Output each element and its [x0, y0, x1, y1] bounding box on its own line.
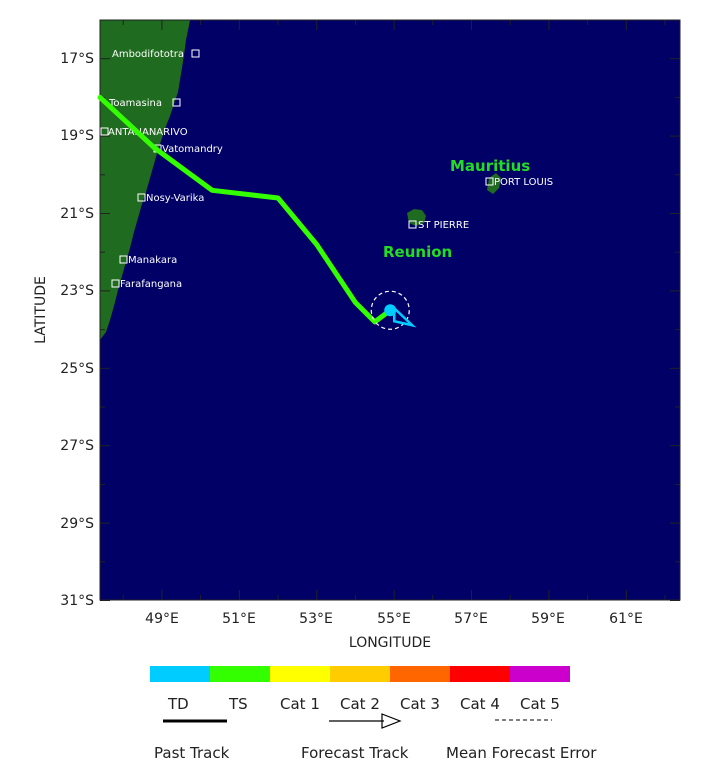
city-label-farafangana: Farafangana: [120, 279, 182, 290]
city-marker: [119, 255, 128, 264]
lat-tick-labels: 17°S 19°S 21°S 23°S 25°S 27°S 29°S 31°S: [60, 51, 94, 609]
city-marker: [137, 193, 146, 202]
lat-tick-label: 17°S: [60, 51, 94, 67]
city-marker: [111, 279, 120, 288]
city-marker: [172, 98, 181, 107]
color-bar-segment: [330, 666, 390, 682]
color-bar-segment: [210, 666, 270, 682]
color-bar-segment: [270, 666, 330, 682]
city-label-ambodifototra: Ambodifototra: [112, 49, 184, 60]
city-marker: [100, 127, 109, 136]
lat-tick-label: 23°S: [60, 283, 94, 299]
mean-forecast-error-circle: [370, 290, 410, 330]
legend-label-cat4: Cat 4: [460, 695, 500, 713]
legend-label-td: TD: [168, 695, 189, 713]
x-axis-label: LONGITUDE: [349, 635, 431, 651]
city-label-toamasina: Toamasina: [108, 98, 162, 109]
city-label-port-louis: PORT LOUIS: [494, 177, 553, 188]
city-marker: [191, 49, 200, 58]
island-label-reunion: Reunion: [383, 243, 452, 261]
legend-label-cat2: Cat 2: [340, 695, 380, 713]
legend-mean-error-label: Mean Forecast Error: [446, 744, 597, 762]
lon-tick-label: 55°E: [377, 611, 411, 627]
lon-tick-label: 53°E: [299, 611, 333, 627]
city-label-st-pierre: ST PIERRE: [418, 220, 469, 231]
lon-tick-label: 57°E: [454, 611, 488, 627]
map-frame: [99, 19, 681, 601]
city-markers: [100, 49, 494, 288]
lon-tick-label: 49°E: [145, 611, 179, 627]
lat-tick-label: 31°S: [60, 593, 94, 609]
lat-tick-label: 27°S: [60, 438, 94, 454]
legend-label-cat5: Cat 5: [520, 695, 560, 713]
forecast-arrow-icon: [393, 305, 417, 328]
city-label-antananarivo: ANTANANARIVO: [108, 127, 188, 138]
lat-tick-label: 21°S: [60, 206, 94, 222]
color-bar-segment: [450, 666, 510, 682]
city-marker: [485, 177, 494, 186]
lon-tick-labels: 49°E 51°E 53°E 55°E 57°E 59°E 61°E: [145, 611, 643, 627]
y-axis-label: LATITUDE: [33, 276, 49, 344]
legend-label-ts: TS: [229, 695, 248, 713]
madagascar-land: [100, 20, 190, 340]
lon-tick-label: 51°E: [222, 611, 256, 627]
lat-tick-label: 29°S: [60, 516, 94, 532]
city-label-nosy-varika: Nosy-Varika: [146, 193, 204, 204]
color-bar-segment: [150, 666, 210, 682]
category-color-bar: [150, 666, 570, 682]
lon-tick-label: 59°E: [531, 611, 565, 627]
legend-past-track-label: Past Track: [154, 744, 230, 762]
city-marker: [408, 220, 417, 229]
legend-forecast-track-label: Forecast Track: [301, 744, 409, 762]
past-track-line: [97, 94, 393, 325]
color-bar-segment: [510, 666, 570, 682]
city-label-vatomandry: Vatomandry: [162, 144, 223, 155]
city-label-manakara: Manakara: [128, 255, 177, 266]
island-label-mauritius: Mauritius: [450, 157, 530, 175]
reunion-land: [407, 209, 426, 226]
lat-tick-label: 19°S: [60, 128, 94, 144]
forecast-track-sample-icon: [329, 713, 402, 729]
legend-label-cat1: Cat 1: [280, 695, 320, 713]
color-bar-segment: [390, 666, 450, 682]
lat-tick-label: 25°S: [60, 361, 94, 377]
lon-tick-label: 61°E: [609, 611, 643, 627]
legend-label-cat3: Cat 3: [400, 695, 440, 713]
